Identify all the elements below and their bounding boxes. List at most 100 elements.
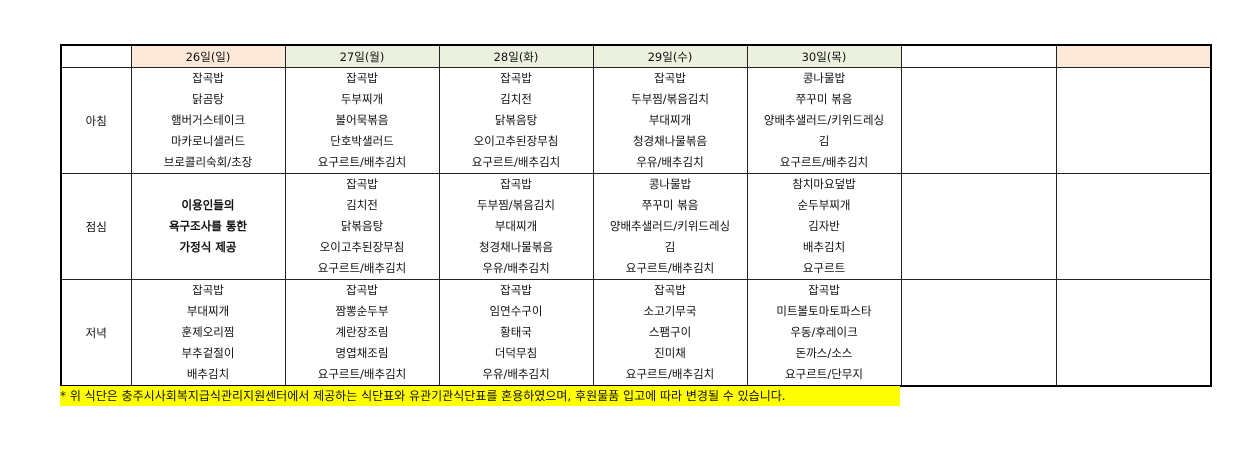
menu-item: 콩나물밥 bbox=[648, 177, 692, 191]
meal-row: 점심 이용인들의 욕구조사를 통한 가정식 제공 잡곡밥 김치전 닭볶음탕 오이고추된장무침 요… bbox=[60, 173, 1212, 280]
day-header: 30일(목) bbox=[746, 44, 902, 68]
menu-item: 부대찌개 bbox=[494, 219, 538, 233]
menu-item: 참치마요덮밥 bbox=[792, 177, 856, 191]
day-header bbox=[1055, 44, 1212, 68]
menu-cell bbox=[900, 67, 1057, 174]
menu-item: 오이고추된장무침 bbox=[473, 134, 559, 148]
menu-item: 양배추샐러드/키위드레싱 bbox=[763, 113, 885, 127]
day-header bbox=[900, 44, 1057, 68]
menu-item: 두부찌개 bbox=[340, 92, 384, 106]
menu-cell: 잡곡밥 김치전 닭볶음탕 오이고추된장무침 요구르트/배추김치 bbox=[438, 67, 594, 174]
footnote: * 위 식단은 충주시사회복지급식관리지원센터에서 제공하는 식단표와 유관기관… bbox=[60, 386, 900, 406]
menu-cell: 잡곡밥 두부찜/볶음김치 부대찌개 청경채나물볶음 우유/배추김치 bbox=[438, 173, 594, 280]
menu-item: 황태국 bbox=[500, 325, 532, 339]
menu-item: 김치전 bbox=[346, 198, 378, 212]
day-header: 29일(수) bbox=[592, 44, 748, 68]
menu-item: 마카로니샐러드 bbox=[170, 134, 246, 148]
menu-item: 요구르트/배추김치 bbox=[625, 261, 715, 275]
menu-item: 김치전 bbox=[500, 92, 532, 106]
menu-cell: 잡곡밥 두부찜/볶음김치 부대찌개 청경채나물볶음 우유/배추김치 bbox=[592, 67, 748, 174]
menu-item: 요구르트/배추김치 bbox=[317, 367, 407, 381]
meal-label: 아침 bbox=[60, 67, 132, 174]
menu-item: 우유/배추김치 bbox=[482, 261, 550, 275]
menu-cell bbox=[1055, 173, 1212, 280]
menu-cell bbox=[900, 173, 1057, 280]
menu-item: 짬뽕순두부 bbox=[335, 304, 389, 318]
menu-item: 브로콜리숙회/초장 bbox=[163, 155, 253, 169]
menu-item: 닭볶음탕 bbox=[494, 113, 538, 127]
menu-item: 잡곡밥 bbox=[500, 283, 532, 297]
menu-item: 욕구조사를 통한 bbox=[168, 219, 248, 233]
menu-item: 잡곡밥 bbox=[346, 177, 378, 191]
menu-item: 부대찌개 bbox=[648, 113, 692, 127]
menu-item: 더덕무침 bbox=[494, 346, 538, 360]
menu-item: 진미채 bbox=[654, 346, 686, 360]
menu-item: 잡곡밥 bbox=[192, 71, 224, 85]
menu-item: 김 bbox=[664, 240, 676, 254]
menu-item: 미트볼토마토파스타 bbox=[776, 304, 872, 318]
menu-item: 배추김치 bbox=[186, 367, 230, 381]
menu-cell bbox=[1055, 279, 1212, 387]
menu-item: 요구르트/배추김치 bbox=[317, 155, 407, 169]
menu-item: 돈까스/소스 bbox=[795, 346, 853, 360]
menu-item: 우동/후레이크 bbox=[790, 325, 858, 339]
menu-item: 양배추샐러드/키위드레싱 bbox=[609, 219, 731, 233]
menu-item: 쭈꾸미 볶음 bbox=[795, 92, 853, 106]
menu-item: 쭈꾸미 볶음 bbox=[641, 198, 699, 212]
menu-item: 요구르트 bbox=[802, 261, 846, 275]
menu-item: 우유/배추김치 bbox=[482, 367, 550, 381]
menu-item: 청경채나물볶음 bbox=[632, 134, 708, 148]
corner-cell bbox=[60, 44, 132, 68]
menu-cell bbox=[900, 279, 1057, 387]
menu-item: 볼어묵볶음 bbox=[335, 113, 389, 127]
menu-item: 잡곡밥 bbox=[192, 283, 224, 297]
menu-item: 단호박샐러드 bbox=[330, 134, 394, 148]
menu-item: 가정식 제공 bbox=[179, 240, 237, 254]
menu-item: 잡곡밥 bbox=[346, 71, 378, 85]
menu-item: 오이고추된장무침 bbox=[319, 240, 405, 254]
menu-cell: 잡곡밥 부대찌개 훈제오리찜 부추겉절이 배추김치 bbox=[130, 279, 286, 387]
day-header: 26일(일) bbox=[130, 44, 286, 68]
menu-cell bbox=[1055, 67, 1212, 174]
menu-item: 훈제오리찜 bbox=[181, 325, 235, 339]
meal-plan-table: 26일(일) 27일(월) 28일(화) 29일(수) 30일(목) 아침 잡곡밥 닭곰탕 햄… bbox=[60, 44, 1212, 387]
menu-item: 임연수구이 bbox=[489, 304, 543, 318]
menu-item: 요구르트/배추김치 bbox=[779, 155, 869, 169]
menu-item: 닭볶음탕 bbox=[340, 219, 384, 233]
menu-item: 콩나물밥 bbox=[802, 71, 846, 85]
menu-item: 요구르트/배추김치 bbox=[317, 261, 407, 275]
menu-item: 두부찜/볶음김치 bbox=[477, 198, 555, 212]
menu-item: 계란장조림 bbox=[335, 325, 389, 339]
menu-item: 닭곰탕 bbox=[192, 92, 224, 106]
menu-cell: 잡곡밥 닭곰탕 햄버거스테이크 마카로니샐러드 브로콜리숙회/초장 bbox=[130, 67, 286, 174]
menu-item: 잡곡밥 bbox=[808, 283, 840, 297]
menu-cell: 잡곡밥 소고기무국 스팸구이 진미채 요구르트/배추김치 bbox=[592, 279, 748, 387]
menu-item: 소고기무국 bbox=[643, 304, 697, 318]
meal-row: 저녁 잡곡밥 부대찌개 훈제오리찜 부추겉절이 배추김치 잡곡밥 짬뽕순두부 계란장조림 명엽채조… bbox=[60, 279, 1212, 387]
menu-item: 스팸구이 bbox=[648, 325, 692, 339]
menu-item: 요구르트/단무지 bbox=[785, 367, 863, 381]
meal-row: 아침 잡곡밥 닭곰탕 햄버거스테이크 마카로니샐러드 브로콜리숙회/초장 잡곡밥 두부찌개 볼어… bbox=[60, 67, 1212, 174]
menu-item: 요구르트/배추김치 bbox=[625, 367, 715, 381]
menu-item: 부대찌개 bbox=[186, 304, 230, 318]
menu-item: 순두부찌개 bbox=[797, 198, 851, 212]
menu-item: 이용인들의 bbox=[181, 198, 235, 212]
menu-item: 두부찜/볶음김치 bbox=[631, 92, 709, 106]
day-header: 27일(월) bbox=[284, 44, 440, 68]
menu-item: 김자반 bbox=[808, 219, 840, 233]
menu-item: 잡곡밥 bbox=[346, 283, 378, 297]
meal-label: 점심 bbox=[60, 173, 132, 280]
menu-item: 잡곡밥 bbox=[654, 71, 686, 85]
menu-item: 배추김치 bbox=[802, 240, 846, 254]
header-row: 26일(일) 27일(월) 28일(화) 29일(수) 30일(목) bbox=[60, 44, 1212, 68]
menu-item: 김 bbox=[818, 134, 830, 148]
menu-item: 청경채나물볶음 bbox=[478, 240, 554, 254]
